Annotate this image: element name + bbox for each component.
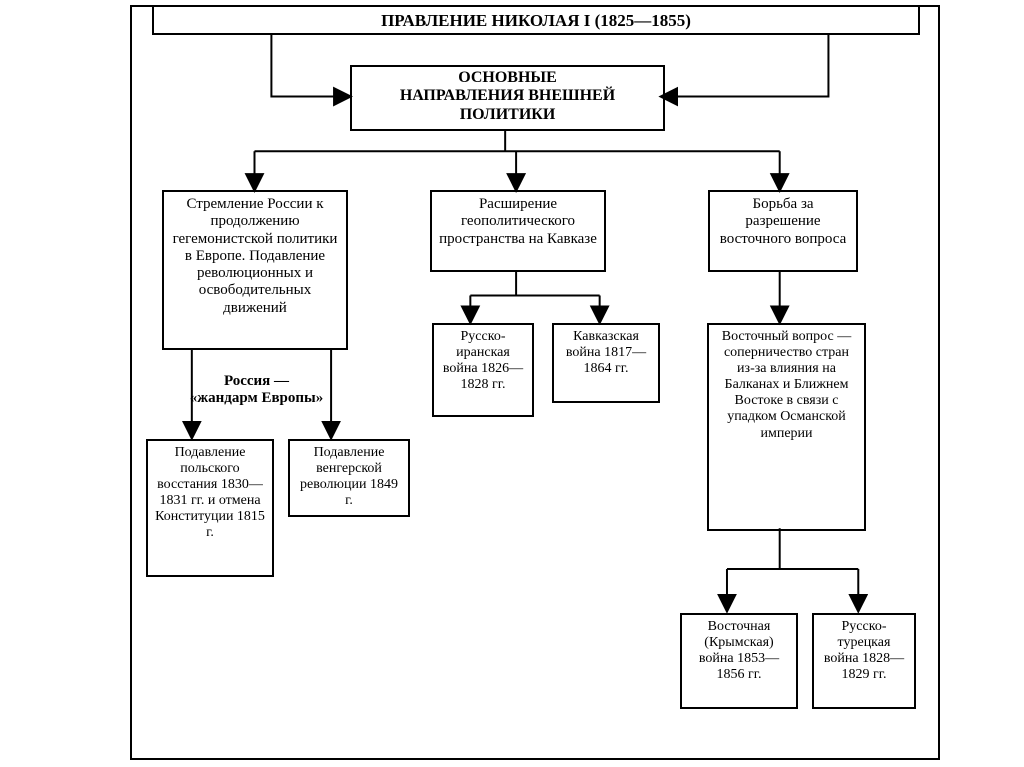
branch3-leaf1-box: Восточная (Крымская) война 1853— 1856 гг… — [680, 613, 798, 709]
branch2-text: Расширение геополитического пространства… — [439, 196, 597, 247]
title-box: ПРАВЛЕНИЕ НИКОЛАЯ I (1825—1855) — [152, 5, 920, 35]
branch2-box: Расширение геополитического пространства… — [430, 190, 606, 272]
diagram-frame: ПРАВЛЕНИЕ НИКОЛАЯ I (1825—1855) ОСНОВНЫЕ… — [130, 5, 940, 760]
branch2-leaf2-text: Кавказская война 1817— 1864 гг. — [566, 329, 646, 376]
branch1-leaf2-text: Подавление венгерской революции 1849 г. — [300, 445, 398, 508]
branch3-box: Борьба за разрешение восточного вопроса — [708, 190, 858, 272]
branch2-leaf1-text: Русско-иранская война 1826— 1828 гг. — [443, 329, 523, 392]
branch3-sub-text: Восточный вопрос — соперничество стран и… — [722, 329, 851, 441]
main-line2: НАПРАВЛЕНИЯ ВНЕШНЕЙ — [400, 87, 615, 104]
branch1-leaf2-box: Подавление венгерской революции 1849 г. — [288, 439, 410, 517]
branch1-sublabel-line2: «жандарм Европы» — [190, 390, 324, 406]
main-directions-box: ОСНОВНЫЕ НАПРАВЛЕНИЯ ВНЕШНЕЙ ПОЛИТИКИ — [350, 65, 665, 131]
branch1-text: Стремление России к продолжению гегемони… — [173, 196, 338, 316]
branch1-sublabel-line1: Россия — — [224, 373, 289, 389]
main-line3: ПОЛИТИКИ — [460, 106, 556, 123]
branch1-box: Стремление России к продолжению гегемони… — [162, 190, 348, 350]
branch3-text: Борьба за разрешение восточного вопроса — [720, 196, 846, 247]
branch3-leaf1-text: Восточная (Крымская) война 1853— 1856 гг… — [699, 619, 779, 682]
title-text: ПРАВЛЕНИЕ НИКОЛАЯ I (1825—1855) — [381, 11, 691, 30]
branch3-leaf2-text: Русско-турецкая война 1828— 1829 гг. — [824, 619, 904, 682]
branch2-leaf2-box: Кавказская война 1817— 1864 гг. — [552, 323, 660, 403]
main-line1: ОСНОВНЫЕ — [458, 69, 557, 86]
branch1-leaf1-box: Подавление польского восстания 1830— 183… — [146, 439, 274, 577]
branch3-sub-box: Восточный вопрос — соперничество стран и… — [707, 323, 866, 531]
branch1-leaf1-text: Подавление польского восстания 1830— 183… — [155, 445, 265, 540]
branch3-leaf2-box: Русско-турецкая война 1828— 1829 гг. — [812, 613, 916, 709]
branch1-sublabel: Россия — «жандарм Европы» — [184, 373, 329, 408]
branch2-leaf1-box: Русско-иранская война 1826— 1828 гг. — [432, 323, 534, 417]
